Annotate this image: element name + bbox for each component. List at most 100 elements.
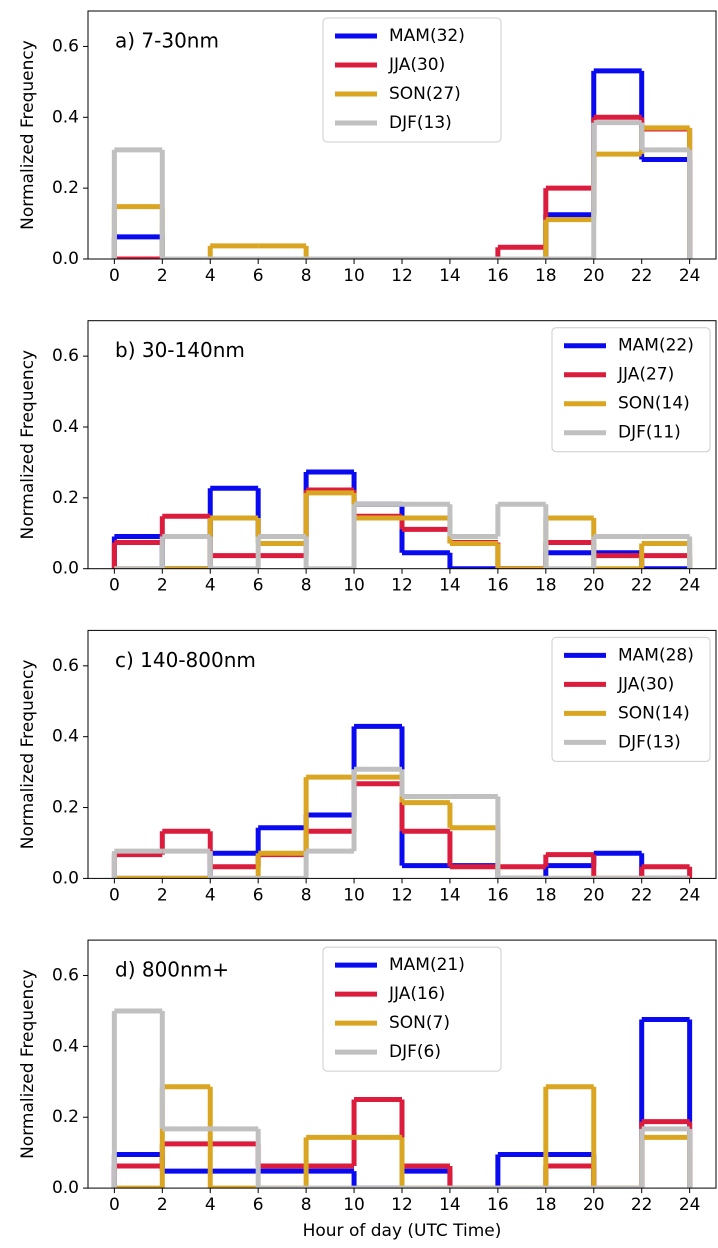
y-axis-label: Normalized Frequency [18,969,38,1159]
x-tick-label: 20 [583,1195,605,1215]
panel-label: d) 800nm+ [115,958,229,982]
x-tick-label: 22 [631,885,653,905]
x-tick-label: 0 [109,885,120,905]
y-tick-label: 0.4 [52,107,79,127]
x-tick-label: 0 [109,1195,120,1215]
legend-label: SON(14) [618,703,690,723]
legend-label: DJF(6) [389,1042,441,1062]
y-tick-label: 0.4 [52,1036,79,1056]
y-tick-label: 0.0 [52,868,79,888]
legend-label: DJF(11) [618,423,681,443]
x-tick-label: 24 [679,576,701,596]
y-tick-label: 0.6 [52,346,79,366]
legend-label: JJA(30) [617,674,674,694]
x-tick-label: 2 [157,266,168,286]
x-tick-label: 10 [343,1195,365,1215]
legend-label: SON(14) [618,394,690,414]
x-tick-label: 10 [343,576,365,596]
legend-label: JJA(16) [388,984,445,1004]
x-tick-label: 22 [631,576,653,596]
x-tick-label: 8 [301,885,312,905]
legend-label: DJF(13) [618,732,681,752]
x-tick-label: 18 [535,1195,557,1215]
x-tick-label: 4 [205,1195,216,1215]
x-tick-label: 16 [487,1195,509,1215]
x-axis-label: Hour of day (UTC Time) [303,1221,502,1241]
x-tick-label: 6 [253,885,264,905]
legend-label: MAM(22) [618,336,694,356]
x-tick-label: 20 [583,885,605,905]
panel: 0.00.20.40.60 2 4 6 8 10 12 14 16 18 20 22 24Normali… [18,320,717,596]
y-tick-label: 0.6 [52,36,79,56]
legend-box [551,636,711,762]
legend-label: MAM(21) [389,955,465,975]
x-tick-label: 8 [301,576,312,596]
legend-box [322,17,502,143]
x-tick-label: 4 [205,885,216,905]
y-tick-label: 0.4 [52,727,79,747]
y-tick-label: 0.6 [52,966,79,986]
y-tick-label: 0.0 [52,559,79,579]
x-tick-label: 14 [439,266,461,286]
x-tick-label: 12 [391,885,413,905]
x-tick-label: 16 [487,885,509,905]
x-tick-label: 16 [487,576,509,596]
x-tick-label: 14 [439,576,461,596]
legend-label: SON(27) [389,84,461,104]
x-tick-label: 2 [157,885,168,905]
y-tick-label: 0.2 [52,1107,79,1127]
x-tick-label: 20 [583,266,605,286]
x-tick-label: 16 [487,266,509,286]
legend-label: JJA(27) [617,365,674,385]
legend-box [551,327,711,453]
x-tick-label: 14 [439,885,461,905]
legend-label: SON(7) [389,1013,450,1033]
x-tick-label: 0 [109,576,120,596]
x-tick-label: 2 [157,576,168,596]
x-tick-label: 22 [631,266,653,286]
y-tick-label: 0.2 [52,798,79,818]
panel: 0.00.20.40.60 2 4 6 8 10 12 14 16 18 20 22 24Normali… [18,939,717,1241]
legend-label: MAM(28) [618,645,694,665]
panel-label: a) 7-30nm [115,29,219,53]
y-axis-label: Normalized Frequency [18,350,38,540]
x-tick-label: 24 [679,1195,701,1215]
panel: 0.00.20.40.60 2 4 6 8 10 12 14 16 18 20 22 24Normali… [18,10,717,286]
x-tick-label: 10 [343,885,365,905]
plot [111,469,693,569]
x-tick-label: 6 [253,1195,264,1215]
y-tick-label: 0.2 [52,488,79,508]
legend-label: DJF(13) [389,113,452,133]
x-tick-label: 18 [535,266,557,286]
plot [111,1008,693,1189]
plot [111,723,693,879]
legend-label: MAM(32) [389,26,465,46]
x-tick-label: 8 [301,266,312,286]
x-tick-label: 24 [679,885,701,905]
y-tick-label: 0.0 [52,1178,79,1198]
plot [111,68,693,259]
x-tick-label: 4 [205,576,216,596]
x-tick-label: 18 [535,576,557,596]
x-tick-label: 6 [253,576,264,596]
x-tick-label: 12 [391,576,413,596]
y-tick-label: 0.4 [52,417,79,437]
y-tick-label: 0.2 [52,178,79,198]
x-tick-label: 10 [343,266,365,286]
legend-box [322,946,502,1072]
x-tick-label: 0 [109,266,120,286]
legend-label: JJA(30) [388,55,445,75]
x-tick-label: 6 [253,266,264,286]
panel-label: c) 140-800nm [115,648,256,672]
y-tick-label: 0.0 [52,249,79,269]
x-tick-label: 22 [631,1195,653,1215]
x-tick-label: 18 [535,885,557,905]
x-tick-label: 4 [205,266,216,286]
y-tick-label: 0.6 [52,656,79,676]
x-tick-label: 2 [157,1195,168,1215]
y-axis-label: Normalized Frequency [18,660,38,850]
x-tick-label: 20 [583,576,605,596]
y-axis-label: Normalized Frequency [18,40,38,230]
panel-label: b) 30-140nm [115,338,245,362]
